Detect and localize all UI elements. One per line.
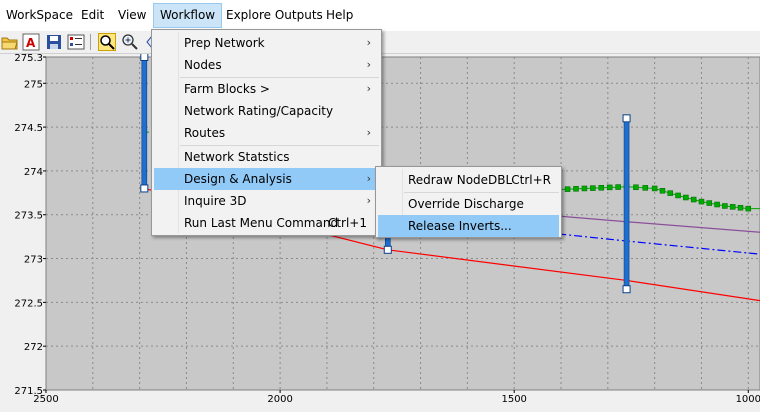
- chevron-right-icon: ›: [366, 194, 371, 207]
- series-marker: [729, 204, 736, 210]
- y-tick-label: 275: [24, 79, 43, 90]
- menu-item-run-last-command[interactable]: Run Last Menu Command Ctrl+1: [154, 212, 379, 234]
- menu-item-design-analysis[interactable]: Design & Analysis ›: [154, 168, 379, 190]
- x-tick-label: 2500: [33, 394, 58, 405]
- menu-item-label: Inquire 3D: [184, 194, 247, 208]
- menu-view[interactable]: View: [118, 8, 147, 22]
- menu-item-inquire-3d[interactable]: Inquire 3D ›: [154, 190, 379, 212]
- series-marker: [651, 185, 658, 192]
- save-icon[interactable]: [45, 33, 63, 51]
- workflow-menu: Prep Network › Nodes › Farm Blocks > › N…: [151, 29, 382, 236]
- node-bar: [141, 56, 148, 189]
- node-handle-top: [622, 114, 631, 123]
- menu-item-label: Network Statstics: [184, 150, 290, 164]
- series-marker: [615, 184, 621, 190]
- menu-explore-outputs[interactable]: Explore Outputs: [226, 8, 323, 22]
- menu-item-label: Release Inverts...: [408, 219, 512, 233]
- series-marker: [722, 203, 728, 209]
- menu-gutter: [402, 169, 403, 235]
- list-icon[interactable]: [67, 33, 85, 51]
- series-marker: [706, 200, 713, 206]
- menu-item-label: Nodes: [184, 58, 222, 72]
- svg-text:A: A: [26, 36, 36, 50]
- series-marker: [598, 184, 605, 191]
- menu-item-label: Routes: [184, 126, 226, 140]
- design-analysis-submenu: Redraw NodeDBL Ctrl+R Override Discharge…: [375, 166, 562, 238]
- pan-icon[interactable]: [142, 33, 152, 51]
- menu-workspace[interactable]: WorkSpace: [6, 8, 73, 22]
- menu-separator: [180, 145, 379, 146]
- toolbar-separator: [90, 34, 91, 50]
- menu-bar: WorkSpace Edit View Workflow Explore Out…: [0, 0, 760, 31]
- menu-item-label: Prep Network: [184, 36, 265, 50]
- menu-item-network-statistics[interactable]: Network Statstics: [154, 146, 379, 168]
- x-tick-label: 1000: [736, 394, 760, 405]
- node-handle-bottom: [622, 285, 631, 294]
- menu-item-nodes[interactable]: Nodes ›: [154, 54, 379, 76]
- menu-separator: [404, 192, 559, 193]
- menu-item-shortcut: Ctrl+R: [511, 173, 551, 187]
- series-marker: [633, 184, 639, 191]
- chevron-right-icon: ›: [366, 82, 371, 95]
- menu-item-release-inverts[interactable]: Release Inverts...: [378, 215, 559, 237]
- y-tick-label: 274: [24, 167, 43, 178]
- series-marker: [714, 201, 720, 208]
- node-handle-top: [140, 54, 149, 61]
- series-marker: [667, 190, 674, 196]
- x-tick-label: 1500: [501, 394, 526, 405]
- menu-item-label: Farm Blocks >: [184, 82, 270, 96]
- open-folder-icon[interactable]: [1, 33, 19, 51]
- menu-item-label: Redraw NodeDBL: [408, 173, 513, 187]
- menu-item-override-discharge[interactable]: Override Discharge: [378, 193, 559, 215]
- menu-item-redraw-nodedbl[interactable]: Redraw NodeDBL Ctrl+R: [378, 169, 559, 191]
- menu-item-label: Network Rating/Capacity: [184, 104, 334, 118]
- menu-item-label: Override Discharge: [408, 197, 524, 211]
- menu-item-farm-blocks[interactable]: Farm Blocks > ›: [154, 78, 379, 100]
- series-marker: [659, 188, 666, 194]
- menu-item-label: Run Last Menu Command: [184, 216, 339, 230]
- series-marker: [564, 186, 571, 192]
- node-bar: [623, 118, 630, 290]
- menu-item-shortcut: Ctrl+1: [327, 216, 367, 230]
- zoom-in-icon[interactable]: [121, 33, 139, 51]
- text-style-icon[interactable]: A: [22, 33, 40, 51]
- node-handle-bottom: [140, 184, 149, 193]
- menu-item-prep-network[interactable]: Prep Network ›: [154, 32, 379, 54]
- series-marker: [606, 184, 613, 191]
- series-marker: [581, 185, 588, 192]
- y-tick-label: 275.3: [14, 54, 43, 64]
- chevron-right-icon: ›: [366, 126, 371, 139]
- menu-edit[interactable]: Edit: [81, 8, 105, 22]
- menu-workflow[interactable]: Workflow: [153, 3, 223, 28]
- series-marker: [690, 196, 697, 203]
- series-marker: [675, 192, 681, 199]
- series-marker: [698, 198, 705, 205]
- series-marker: [737, 204, 744, 211]
- chevron-right-icon: ›: [366, 172, 371, 185]
- zoom-extent-icon[interactable]: [98, 33, 116, 51]
- menu-item-routes[interactable]: Routes ›: [154, 122, 379, 144]
- y-tick-label: 272: [24, 342, 43, 353]
- series-marker: [573, 186, 579, 192]
- menu-item-label: Design & Analysis: [184, 172, 292, 186]
- chevron-right-icon: ›: [366, 58, 371, 71]
- series-marker: [683, 194, 689, 201]
- x-tick-label: 2000: [267, 394, 292, 405]
- menu-help[interactable]: Help: [326, 8, 354, 22]
- node-handle-bottom: [383, 245, 392, 254]
- menu-gutter: [178, 32, 179, 233]
- series-marker: [642, 185, 649, 191]
- menu-item-network-rating[interactable]: Network Rating/Capacity: [154, 100, 379, 122]
- y-tick-label: 273: [24, 255, 43, 266]
- series-marker: [745, 205, 752, 212]
- chevron-right-icon: ›: [366, 36, 371, 49]
- y-tick-label: 273.5: [14, 211, 43, 222]
- series-marker: [590, 185, 596, 191]
- y-tick-label: 274.5: [14, 123, 43, 134]
- menu-separator: [180, 77, 379, 78]
- y-tick-label: 271.5: [14, 386, 43, 397]
- y-tick-label: 272.5: [14, 298, 43, 309]
